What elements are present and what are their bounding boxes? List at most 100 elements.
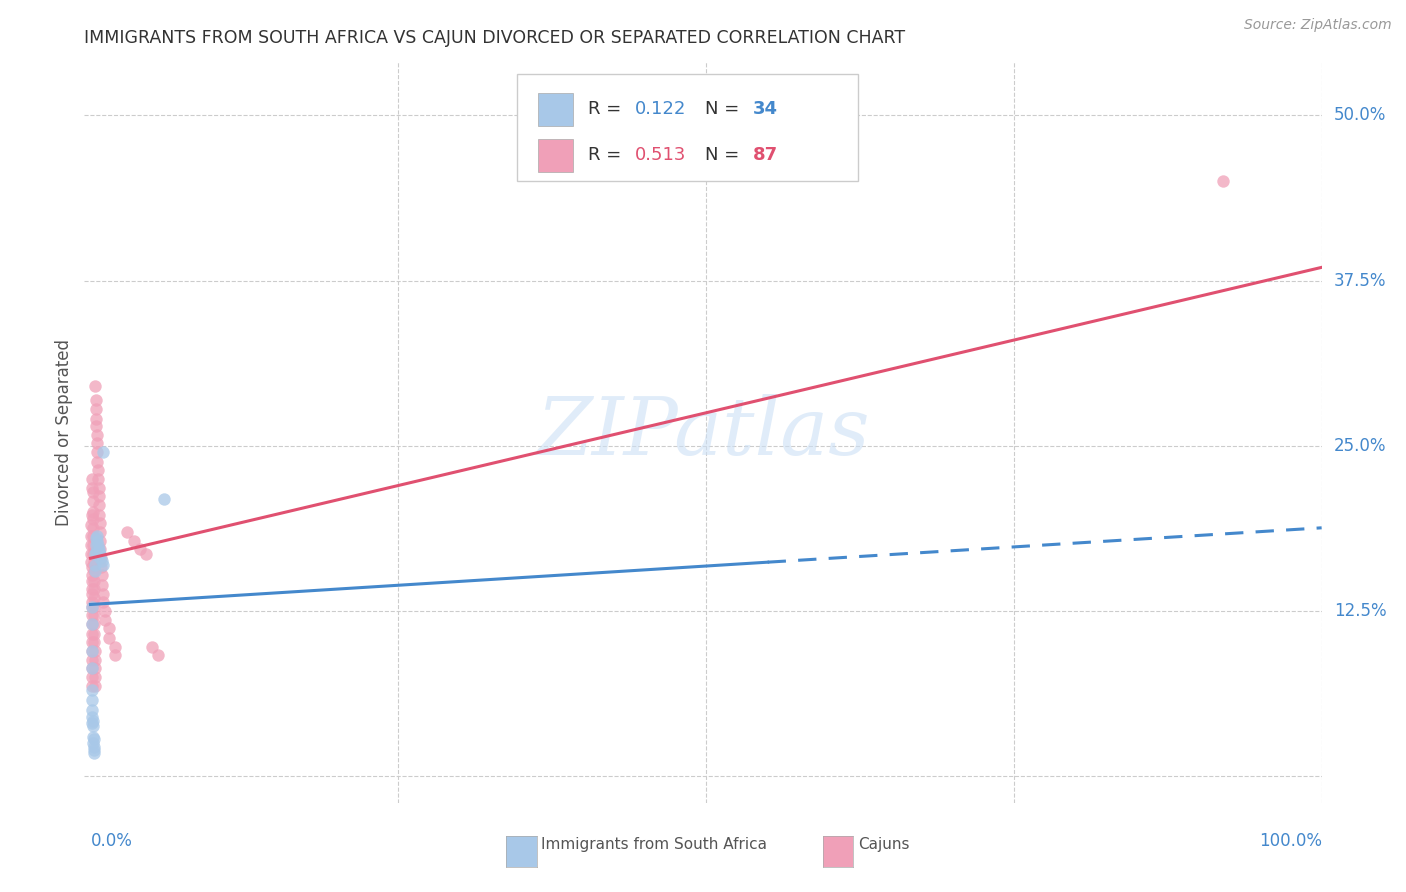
- Point: [82, 716, 104, 731]
- Point: [82, 719, 104, 733]
- Text: 87: 87: [752, 146, 778, 164]
- Point: [80, 568, 103, 582]
- Point: [82, 736, 104, 750]
- Point: [82, 670, 104, 684]
- Point: [83, 634, 105, 648]
- Point: [82, 511, 104, 525]
- Point: [104, 648, 127, 662]
- Point: [90, 551, 112, 566]
- Point: [84, 661, 107, 675]
- Text: 12.5%: 12.5%: [1334, 602, 1386, 620]
- Point: [82, 644, 104, 658]
- Point: [83, 743, 105, 757]
- Point: [82, 661, 104, 675]
- Point: [153, 491, 176, 506]
- Point: [80, 508, 103, 522]
- Point: [80, 644, 103, 658]
- Point: [80, 600, 103, 615]
- Point: [94, 604, 117, 618]
- Point: [80, 547, 103, 561]
- Point: [82, 538, 104, 552]
- Text: 100.0%: 100.0%: [1258, 832, 1322, 850]
- FancyBboxPatch shape: [538, 138, 574, 172]
- Point: [84, 544, 107, 558]
- Text: 0.513: 0.513: [636, 146, 686, 164]
- Point: [82, 714, 104, 728]
- Point: [80, 617, 103, 632]
- Point: [80, 703, 103, 717]
- Point: [89, 544, 111, 558]
- Point: [83, 555, 105, 569]
- Point: [84, 680, 107, 694]
- Point: [90, 568, 112, 582]
- Text: 50.0%: 50.0%: [1334, 106, 1386, 124]
- Point: [135, 547, 157, 561]
- Point: [82, 529, 104, 543]
- Text: R =: R =: [588, 100, 627, 119]
- Point: [80, 683, 103, 698]
- Point: [89, 547, 111, 561]
- Point: [82, 521, 104, 535]
- Point: [82, 472, 104, 486]
- Text: R =: R =: [588, 146, 627, 164]
- Text: 34: 34: [752, 100, 778, 119]
- Point: [80, 600, 103, 615]
- Point: [83, 617, 105, 632]
- Point: [86, 428, 108, 442]
- Point: [91, 595, 114, 609]
- Point: [80, 595, 103, 609]
- Point: [84, 401, 107, 416]
- Point: [87, 541, 110, 556]
- Text: Cajuns: Cajuns: [858, 838, 910, 852]
- Text: Immigrants from South Africa: Immigrants from South Africa: [541, 838, 768, 852]
- Point: [91, 445, 114, 459]
- Point: [98, 621, 121, 635]
- Point: [87, 462, 110, 476]
- Point: [80, 661, 103, 675]
- Point: [90, 560, 112, 574]
- Point: [1212, 174, 1234, 188]
- Point: [80, 518, 103, 533]
- Point: [90, 577, 112, 591]
- Point: [83, 653, 105, 667]
- Point: [104, 640, 127, 654]
- Point: [89, 534, 111, 549]
- Point: [89, 541, 111, 556]
- Point: [148, 648, 170, 662]
- Point: [86, 534, 108, 549]
- Point: [83, 582, 105, 596]
- Point: [83, 740, 105, 755]
- Point: [117, 524, 139, 539]
- Point: [83, 574, 105, 588]
- Text: ZIPatlas: ZIPatlas: [536, 394, 870, 471]
- Point: [86, 419, 108, 434]
- Point: [80, 692, 103, 706]
- Point: [83, 565, 105, 579]
- Point: [82, 547, 104, 561]
- Point: [82, 481, 104, 495]
- Point: [80, 587, 103, 601]
- Point: [82, 653, 104, 667]
- Point: [141, 640, 163, 654]
- Point: [84, 379, 107, 393]
- Point: [86, 532, 108, 546]
- Point: [83, 608, 105, 623]
- FancyBboxPatch shape: [538, 93, 574, 126]
- Point: [83, 732, 105, 747]
- Text: 37.5%: 37.5%: [1334, 271, 1386, 290]
- Point: [82, 680, 104, 694]
- Point: [84, 558, 107, 572]
- Point: [80, 574, 103, 588]
- Point: [83, 626, 105, 640]
- Point: [82, 730, 104, 744]
- Point: [82, 710, 104, 724]
- Point: [83, 644, 105, 658]
- Point: [80, 582, 103, 596]
- Point: [80, 626, 103, 640]
- Point: [89, 516, 111, 530]
- Point: [82, 494, 104, 508]
- Point: [86, 529, 108, 543]
- Text: Source: ZipAtlas.com: Source: ZipAtlas.com: [1244, 18, 1392, 32]
- Point: [82, 485, 104, 500]
- Point: [80, 560, 103, 574]
